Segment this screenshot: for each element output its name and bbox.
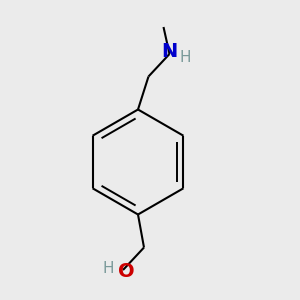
Text: N: N — [161, 42, 178, 61]
Text: H: H — [103, 261, 114, 276]
Text: H: H — [179, 50, 191, 65]
Text: O: O — [118, 262, 134, 281]
